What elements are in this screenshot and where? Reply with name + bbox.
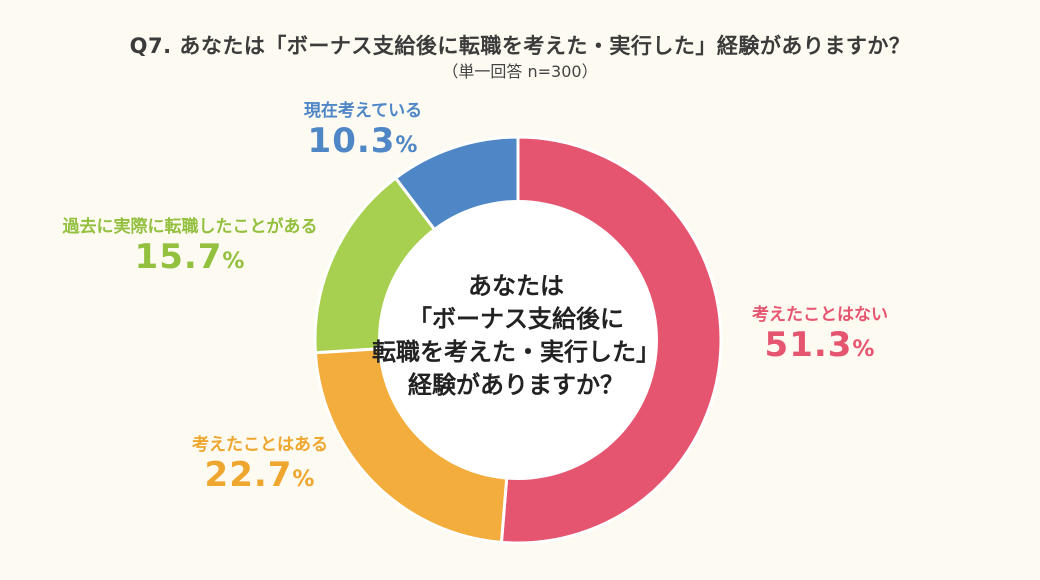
label-current-number: 10.3: [307, 121, 396, 161]
label-current-percent: %: [395, 133, 419, 158]
label-considered-number: 22.7: [204, 455, 293, 495]
label-never-value: 51.3%: [735, 325, 905, 370]
label-changed-name: 過去に実際に転職したことがある: [62, 217, 318, 237]
label-never-percent: %: [852, 337, 876, 362]
label-changed-value: 15.7%: [40, 237, 340, 282]
center-question: あなたは 「ボーナス支給後に 転職を考えた・実行した」 経験がありますか？: [356, 270, 676, 402]
donut-hole: [378, 200, 658, 480]
label-considered-value: 22.7%: [175, 455, 345, 500]
label-considered-percent: %: [292, 467, 316, 492]
label-changed-number: 15.7: [134, 237, 223, 277]
label-considered-name: 考えたことはある: [192, 435, 328, 455]
center-line-2: 「ボーナス支給後に: [408, 305, 624, 333]
label-never-number: 51.3: [764, 325, 853, 365]
label-changed: 過去に実際に転職したことがある 15.7%: [40, 212, 340, 282]
chart-title: Q7. あなたは「ボーナス支給後に転職を考えた・実行した」経験がありますか？: [129, 34, 911, 58]
center-line-4: 経験がありますか？: [408, 371, 624, 399]
label-current: 現在考えている 10.3%: [278, 96, 448, 166]
label-never: 考えたことはない 51.3%: [735, 300, 905, 370]
label-current-name: 現在考えている: [303, 101, 423, 121]
label-changed-percent: %: [222, 249, 246, 274]
label-never-name: 考えたことはない: [752, 305, 888, 325]
center-line-1: あなたは: [468, 272, 564, 300]
chart-subtitle: （単一回答 n=300）: [442, 62, 598, 81]
label-considered: 考えたことはある 22.7%: [175, 430, 345, 500]
center-line-3: 転職を考えた・実行した」: [372, 338, 660, 366]
label-current-value: 10.3%: [278, 121, 448, 166]
